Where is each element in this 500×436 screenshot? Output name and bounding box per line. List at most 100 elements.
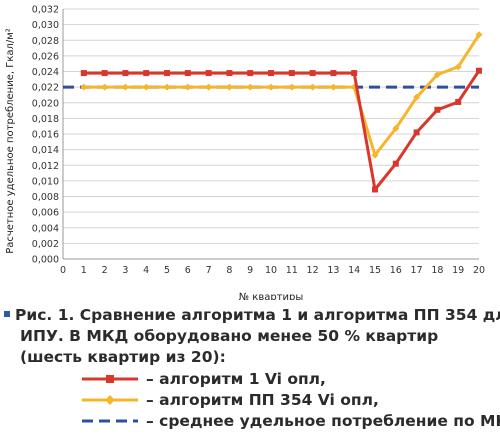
axes <box>62 9 479 260</box>
data-point-marker <box>351 70 358 77</box>
y-tick-label: 0,030 <box>32 20 59 31</box>
x-tick-label: 8 <box>226 265 232 276</box>
x-tick-label: 11 <box>286 265 298 276</box>
data-point-marker <box>247 70 254 77</box>
x-tick-label: 9 <box>247 265 253 276</box>
y-tick-label: 0,010 <box>32 176 59 187</box>
legend-label: – алгоритм ПП 354 Vi опл, <box>146 390 379 409</box>
y-tick-label: 0,026 <box>32 51 59 62</box>
series-2 <box>80 31 483 159</box>
x-tick-label: 14 <box>348 265 360 276</box>
x-tick-label: 2 <box>102 265 108 276</box>
x-tick-labels: 0 1 2 3 4 5 6 7 8 9 10 11 12 13 14 15 16 17 18 19 20 <box>60 265 485 276</box>
x-tick-label: 0 <box>60 265 66 276</box>
data-point-marker <box>372 186 378 193</box>
data-point-marker <box>371 151 379 159</box>
x-tick-label: 16 <box>390 265 402 276</box>
data-point-marker <box>413 93 421 101</box>
series-line <box>83 69 481 191</box>
data-point-marker <box>121 83 129 91</box>
x-tick-label: 17 <box>411 265 423 276</box>
y-tick-label: 0,008 <box>32 192 59 203</box>
data-point-marker <box>205 70 212 77</box>
x-tick-label: 15 <box>369 265 381 276</box>
x-tick-label: 1 <box>81 265 87 276</box>
y-tick-label: 0,004 <box>32 223 59 234</box>
data-point-marker <box>163 83 171 91</box>
y-tick-label: 0,000 <box>32 255 59 266</box>
x-tick-label: 6 <box>185 265 191 276</box>
data-point-marker <box>184 83 192 91</box>
x-tick-label: 10 <box>265 265 277 276</box>
data-point-marker <box>455 98 462 105</box>
data-point-marker <box>101 83 109 91</box>
data-point-marker <box>122 70 129 77</box>
caption-line-1: Рис. 1. Сравнение алгоритма 1 и алгоритм… <box>4 305 500 326</box>
y-tick-label: 0,006 <box>32 208 59 219</box>
x-tick-label: 18 <box>431 265 443 276</box>
y-tick-label: 0,032 <box>32 5 59 16</box>
series-1 <box>80 67 482 193</box>
legend-swatch <box>82 419 138 422</box>
y-tick-label: 0,022 <box>32 83 59 94</box>
y-tick-label: 0,016 <box>32 130 59 141</box>
legend: – алгоритм 1 Vi опл, – алгоритм ПП 354 Vi… <box>4 368 500 431</box>
x-tick-label: 13 <box>327 265 339 276</box>
line-chart: 0,000 0,002 0,004 0,006 0,008 0,010 0,012 0,014… <box>5 5 485 301</box>
data-point-marker <box>142 83 150 91</box>
legend-item: – алгоритм 1 Vi опл, <box>4 368 498 389</box>
data-point-marker <box>329 83 337 91</box>
y-axis-title: Расчетное удельное потребление, Гкал/м² <box>5 28 16 254</box>
data-point-marker <box>267 83 275 91</box>
data-point-marker <box>288 70 295 77</box>
data-point-marker <box>80 70 87 77</box>
caption-line-2: ИПУ. В МКД оборудовано менее 50 % кварти… <box>20 327 439 345</box>
x-tick-label: 19 <box>452 265 464 276</box>
legend-label: – среднее удельное потребление по МКД <box>146 411 500 430</box>
data-point-marker <box>205 83 213 91</box>
legend-marker <box>106 374 114 383</box>
grid-lines <box>63 8 479 244</box>
data-point-marker <box>164 70 170 77</box>
bullet-icon <box>4 311 10 317</box>
data-point-marker <box>246 83 254 91</box>
legend-label: – алгоритм 1 Vi опл, <box>146 369 326 388</box>
caption-text-1: Рис. 1. Сравнение алгоритма 1 и алгоритм… <box>15 306 500 324</box>
data-point-marker <box>392 125 400 133</box>
y-tick-label: 0,012 <box>32 161 59 172</box>
data-point-marker <box>434 106 441 113</box>
data-point-marker <box>288 83 296 91</box>
legend-item: – алгоритм ПП 354 Vi опл, <box>4 389 498 410</box>
y-tick-label: 0,014 <box>32 145 59 156</box>
y-tick-label: 0,020 <box>32 98 59 109</box>
data-point-marker <box>475 31 483 39</box>
data-point-marker <box>143 70 150 77</box>
data-point-marker <box>330 70 337 77</box>
data-point-marker <box>225 83 233 91</box>
data-point-marker <box>80 83 88 91</box>
figure-caption: Рис. 1. Сравнение алгоритма 1 и алгоритм… <box>4 305 500 431</box>
y-tick-label: 0,002 <box>32 239 59 250</box>
y-tick-label: 0,018 <box>32 114 59 125</box>
x-tick-label: 3 <box>122 265 128 276</box>
x-tick-label: 20 <box>473 265 485 276</box>
caption-line-3: (шесть квартир из 20): <box>20 348 226 366</box>
x-tick-label: 12 <box>307 265 319 276</box>
x-tick-label: 4 <box>143 265 149 276</box>
data-point-marker <box>226 70 233 77</box>
data-point-marker <box>101 70 108 77</box>
x-tick-label: 7 <box>206 265 212 276</box>
y-tick-label: 0,024 <box>32 67 59 78</box>
y-tick-label: 0,028 <box>32 36 59 47</box>
legend-item: – среднее удельное потребление по МКД <box>4 410 500 431</box>
data-point-marker <box>309 70 316 77</box>
data-point-marker <box>476 67 482 74</box>
data-point-marker <box>392 160 399 167</box>
x-tick-label: 5 <box>164 265 170 276</box>
series-line <box>83 33 481 157</box>
legend-swatch <box>82 394 138 405</box>
legend-swatch <box>82 374 138 383</box>
data-point-marker <box>309 83 317 91</box>
data-point-marker <box>433 71 441 79</box>
data-point-marker <box>184 70 191 77</box>
